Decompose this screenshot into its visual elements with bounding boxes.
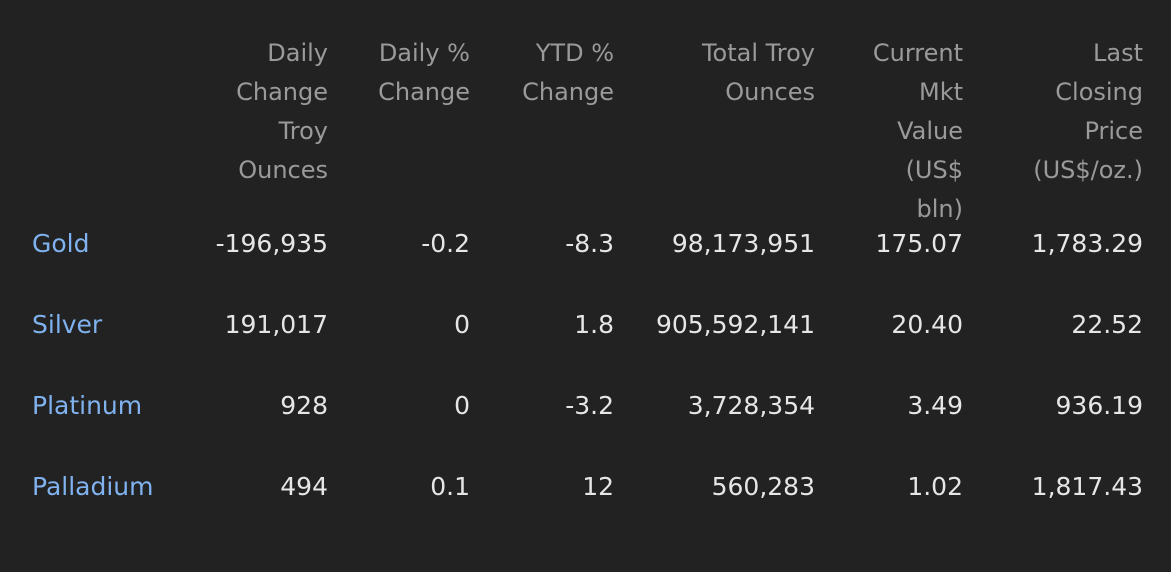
metal-link-palladium[interactable]: Palladium (32, 472, 154, 501)
header-row: Daily Change Troy Ounces Daily % Change … (18, 34, 1143, 229)
header-current-mkt-value: Current Mkt Value (US$ bln) (872, 39, 963, 223)
cell-mkt-value: 3.49 (907, 391, 963, 420)
cell-mkt-value: 20.40 (891, 310, 963, 339)
cell-daily-pct: 0.1 (430, 472, 470, 501)
cell-last-price: 936.19 (1055, 391, 1143, 420)
cell-daily-pct: 0 (454, 391, 470, 420)
cell-ytd-pct: 12 (582, 472, 614, 501)
metals-table: Daily Change Troy Ounces Daily % Change … (18, 34, 1143, 553)
cell-daily-change-oz: 928 (280, 391, 328, 420)
metal-link-silver[interactable]: Silver (32, 310, 103, 339)
cell-daily-pct: 0 (454, 310, 470, 339)
header-ytd-pct-change: YTD % Change (522, 39, 614, 106)
table-row: Silver 191,017 0 1.8 905,592,141 20.40 2… (18, 310, 1143, 391)
cell-ytd-pct: -8.3 (565, 229, 614, 258)
cell-total-oz: 3,728,354 (687, 391, 815, 420)
header-daily-change-troy-ounces: Daily Change Troy Ounces (236, 39, 328, 184)
cell-last-price: 1,783.29 (1031, 229, 1143, 258)
metal-link-gold[interactable]: Gold (32, 229, 90, 258)
header-daily-pct-change: Daily % Change (378, 39, 470, 106)
table-row: Platinum 928 0 -3.2 3,728,354 3.49 936.1… (18, 391, 1143, 472)
cell-mkt-value: 1.02 (907, 472, 963, 501)
header-last-closing-price: Last Closing Price (US$/oz.) (1033, 39, 1143, 184)
cell-last-price: 22.52 (1071, 310, 1143, 339)
cell-total-oz: 560,283 (711, 472, 815, 501)
metal-link-platinum[interactable]: Platinum (32, 391, 143, 420)
cell-mkt-value: 175.07 (875, 229, 963, 258)
cell-ytd-pct: 1.8 (574, 310, 614, 339)
cell-ytd-pct: -3.2 (565, 391, 614, 420)
cell-daily-pct: -0.2 (421, 229, 470, 258)
cell-total-oz: 98,173,951 (671, 229, 815, 258)
cell-daily-change-oz: -196,935 (215, 229, 328, 258)
cell-daily-change-oz: 191,017 (224, 310, 328, 339)
cell-last-price: 1,817.43 (1031, 472, 1143, 501)
table-row: Palladium 494 0.1 12 560,283 1.02 1,817.… (18, 472, 1143, 553)
header-metal (18, 34, 170, 229)
cell-daily-change-oz: 494 (280, 472, 328, 501)
cell-total-oz: 905,592,141 (655, 310, 815, 339)
header-total-troy-ounces: Total Troy Ounces (701, 39, 815, 106)
table-row: Gold -196,935 -0.2 -8.3 98,173,951 175.0… (18, 229, 1143, 310)
